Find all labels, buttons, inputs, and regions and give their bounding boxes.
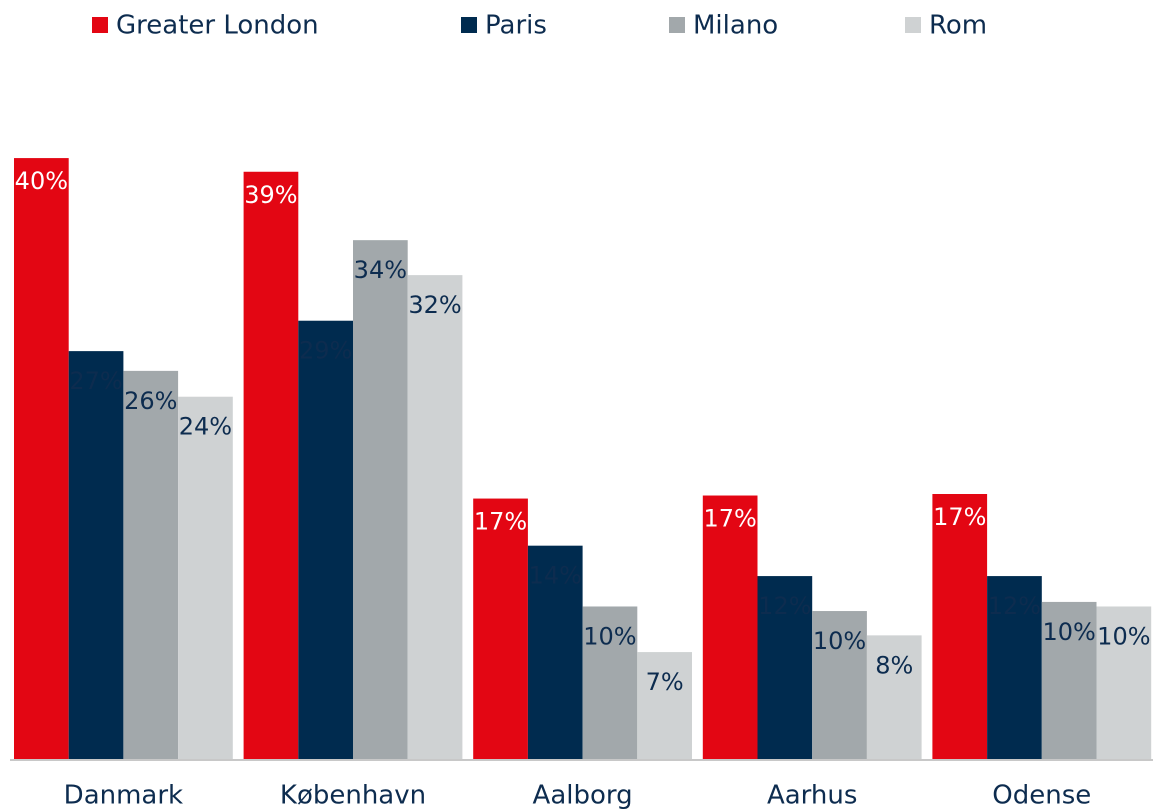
bar — [178, 396, 233, 760]
x-tick-label: København — [280, 781, 426, 810]
legend-swatch — [905, 17, 921, 33]
bar — [527, 545, 583, 760]
bar — [68, 351, 124, 760]
value-label: 8% — [875, 651, 913, 679]
bar — [702, 495, 758, 760]
legend-label: Paris — [485, 11, 547, 41]
value-label: 17% — [703, 505, 756, 533]
legend-swatch — [669, 17, 685, 33]
bar — [14, 158, 69, 760]
value-label: 34% — [354, 256, 407, 284]
bar — [987, 576, 1042, 760]
value-label: 40% — [15, 167, 68, 195]
value-label: 7% — [646, 668, 684, 696]
x-tick-label: Danmark — [64, 781, 183, 810]
bar — [637, 652, 692, 760]
bar — [1041, 601, 1097, 760]
bar — [812, 611, 867, 760]
bar — [123, 370, 179, 760]
value-label: 10% — [813, 627, 866, 655]
bar — [473, 498, 528, 760]
bar — [582, 606, 638, 760]
x-tick-label: Aalborg — [533, 781, 633, 810]
value-label: 39% — [244, 181, 297, 209]
value-label: 17% — [933, 503, 986, 531]
bar — [407, 275, 463, 760]
value-label: 29% — [299, 337, 352, 365]
value-label: 26% — [124, 387, 177, 415]
value-label: 32% — [408, 291, 461, 319]
bar — [298, 320, 353, 760]
value-label: 12% — [988, 592, 1041, 620]
value-label: 24% — [179, 413, 232, 441]
value-label: 14% — [529, 562, 582, 590]
legend-label: Rom — [929, 11, 987, 41]
value-label: 27% — [69, 367, 122, 395]
x-tick-label: Odense — [992, 781, 1091, 810]
x-tick-label: Aarhus — [767, 781, 857, 810]
bar — [243, 171, 299, 760]
bar — [757, 576, 813, 760]
legend-label: Greater London — [116, 11, 319, 41]
legend-label: Milano — [693, 11, 778, 41]
bar — [866, 635, 922, 760]
value-label: 17% — [474, 508, 527, 536]
value-label: 10% — [1097, 622, 1150, 650]
legend-swatch — [461, 17, 477, 33]
value-label: 12% — [758, 592, 811, 620]
bar — [1096, 606, 1152, 760]
value-label: 10% — [583, 622, 636, 650]
value-label: 10% — [1042, 618, 1095, 646]
legend-swatch — [92, 17, 108, 33]
bar — [353, 240, 408, 760]
bar — [932, 494, 988, 760]
